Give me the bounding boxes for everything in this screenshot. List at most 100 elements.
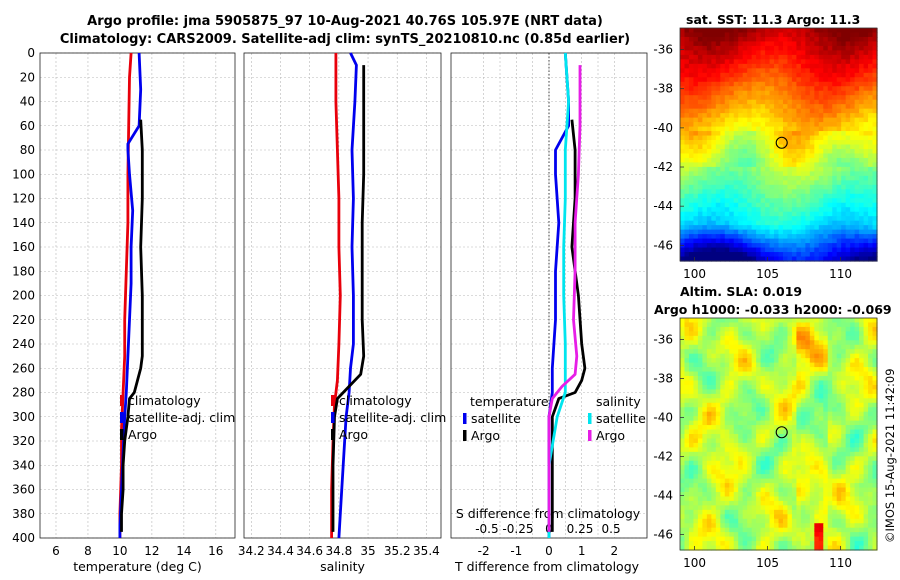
map-cell — [747, 126, 753, 132]
map-cell — [791, 518, 798, 524]
map-cell — [836, 45, 842, 51]
map-cell — [850, 225, 856, 231]
map-cell — [697, 157, 703, 164]
map-cell — [850, 407, 856, 413]
map-cell — [756, 184, 762, 190]
map-cell — [738, 353, 744, 359]
map-cell — [769, 541, 775, 547]
map-cell — [711, 162, 717, 168]
map-cell — [774, 398, 780, 404]
map-cell — [733, 225, 739, 231]
map-cell — [702, 335, 708, 341]
map-cell — [711, 420, 717, 426]
map-cell — [791, 384, 798, 390]
map-cell — [715, 229, 721, 235]
map-cell — [791, 318, 798, 324]
map-cell — [688, 229, 695, 235]
map-cell — [729, 371, 735, 377]
map-cell — [814, 545, 820, 551]
map-cell — [850, 509, 856, 515]
map-cell — [720, 72, 726, 78]
map-cell — [805, 175, 811, 181]
map-cell — [711, 438, 717, 444]
map-cell — [832, 478, 838, 484]
map-cell — [805, 108, 811, 114]
map-cell — [809, 180, 815, 186]
map-cell — [787, 131, 793, 137]
map-cell — [872, 425, 878, 431]
legend-swatch — [331, 412, 335, 423]
map-cell — [702, 349, 708, 355]
map-cell — [742, 505, 748, 511]
map-cell — [836, 211, 842, 217]
map-cell — [800, 77, 806, 83]
map-cell — [702, 247, 708, 253]
map-cell — [751, 536, 757, 542]
map-cell — [742, 545, 748, 551]
map-cell — [832, 322, 838, 328]
map-cell — [863, 335, 869, 341]
map-cell — [787, 104, 793, 110]
map-cell — [778, 380, 784, 386]
map-cell — [841, 496, 847, 502]
map-cell — [850, 220, 856, 226]
map-cell — [787, 478, 793, 484]
map-cell — [693, 393, 699, 399]
map-cell — [832, 32, 838, 38]
map-cell — [814, 376, 820, 382]
map-cell — [823, 104, 829, 110]
map-cell — [729, 380, 735, 386]
map-cell — [805, 86, 811, 92]
map-cell — [818, 367, 824, 373]
map-cell — [814, 198, 820, 204]
map-cell — [800, 153, 806, 159]
y-tick-label: 80 — [20, 143, 35, 157]
map-cell — [706, 429, 712, 435]
map-cell — [832, 122, 838, 128]
map-cell — [733, 442, 739, 448]
map-cell — [859, 411, 865, 417]
map-cell — [809, 211, 815, 217]
map-cell — [738, 340, 744, 346]
map-cell — [751, 483, 757, 489]
map-cell — [800, 505, 806, 511]
map-cell — [756, 456, 762, 462]
map-cell — [769, 389, 775, 395]
map-cell — [684, 500, 690, 506]
map-cell — [742, 50, 748, 56]
map-cell — [845, 189, 851, 195]
map-cell — [787, 527, 793, 533]
map-cell — [769, 180, 775, 186]
map-cell — [742, 496, 748, 502]
map-cell — [805, 36, 811, 43]
map-cell — [854, 81, 860, 87]
map-cell — [859, 157, 865, 164]
map-cell — [706, 420, 712, 426]
map-cell — [747, 500, 753, 506]
map-cell — [742, 225, 748, 231]
map-cell — [863, 184, 869, 190]
map-cell — [751, 353, 757, 359]
map-cell — [787, 59, 793, 65]
map-cell — [778, 122, 784, 128]
map-cell — [814, 541, 820, 547]
map-cell — [809, 122, 815, 128]
map-cell — [697, 532, 703, 538]
map-cell — [760, 50, 766, 56]
map-cell — [841, 474, 847, 480]
map-cell — [814, 184, 820, 190]
map-cell — [868, 90, 874, 96]
map-cell — [778, 376, 784, 382]
map-cell — [760, 465, 766, 471]
map-cell — [863, 180, 869, 186]
map-cell — [688, 144, 695, 150]
map-cell — [809, 126, 815, 132]
map-cell — [850, 474, 856, 480]
map-cell — [711, 545, 717, 551]
map-cell — [774, 358, 780, 364]
map-cell — [680, 77, 686, 83]
map-cell — [688, 247, 695, 253]
map-cell — [778, 126, 784, 132]
map-cell — [782, 402, 789, 408]
